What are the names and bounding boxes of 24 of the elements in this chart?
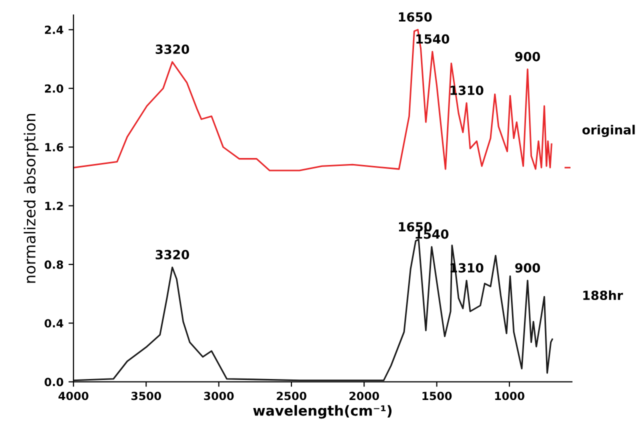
x-tick-label: 3500 [131, 392, 162, 400]
line-series [73, 238, 554, 382]
annotation: 3320 [156, 250, 190, 260]
x-tick-label: 1000 [495, 392, 524, 400]
text: original [582, 124, 635, 138]
x-tick-label: 2500 [276, 392, 306, 400]
y-tick-label: 0.0 [44, 378, 64, 386]
annotation: 900 [515, 263, 540, 273]
x-tick-label: 2000 [350, 392, 380, 400]
y-tick-label: 0.4 [44, 319, 64, 328]
y-tick-label: 2.0 [44, 84, 64, 93]
x-axis-title: wavelength(cm⁻¹) [253, 405, 392, 419]
y-tick-label: 1.6 [45, 143, 64, 152]
annotation: 1650 [398, 12, 432, 22]
annotation: 3320 [156, 44, 190, 54]
x-tick-label: 4000 [58, 392, 88, 400]
text: 188hr [583, 290, 623, 300]
y-tick-label: 0.8 [44, 260, 64, 269]
y-tick-label: 1.2 [45, 202, 63, 210]
annotation: 900 [515, 52, 540, 62]
x-tick-label: 3000 [204, 392, 234, 400]
y-axis-title: normalized absorption [24, 114, 39, 283]
x-tick-label: 1500 [422, 392, 452, 400]
y-tick-label: 2.4 [44, 26, 64, 34]
